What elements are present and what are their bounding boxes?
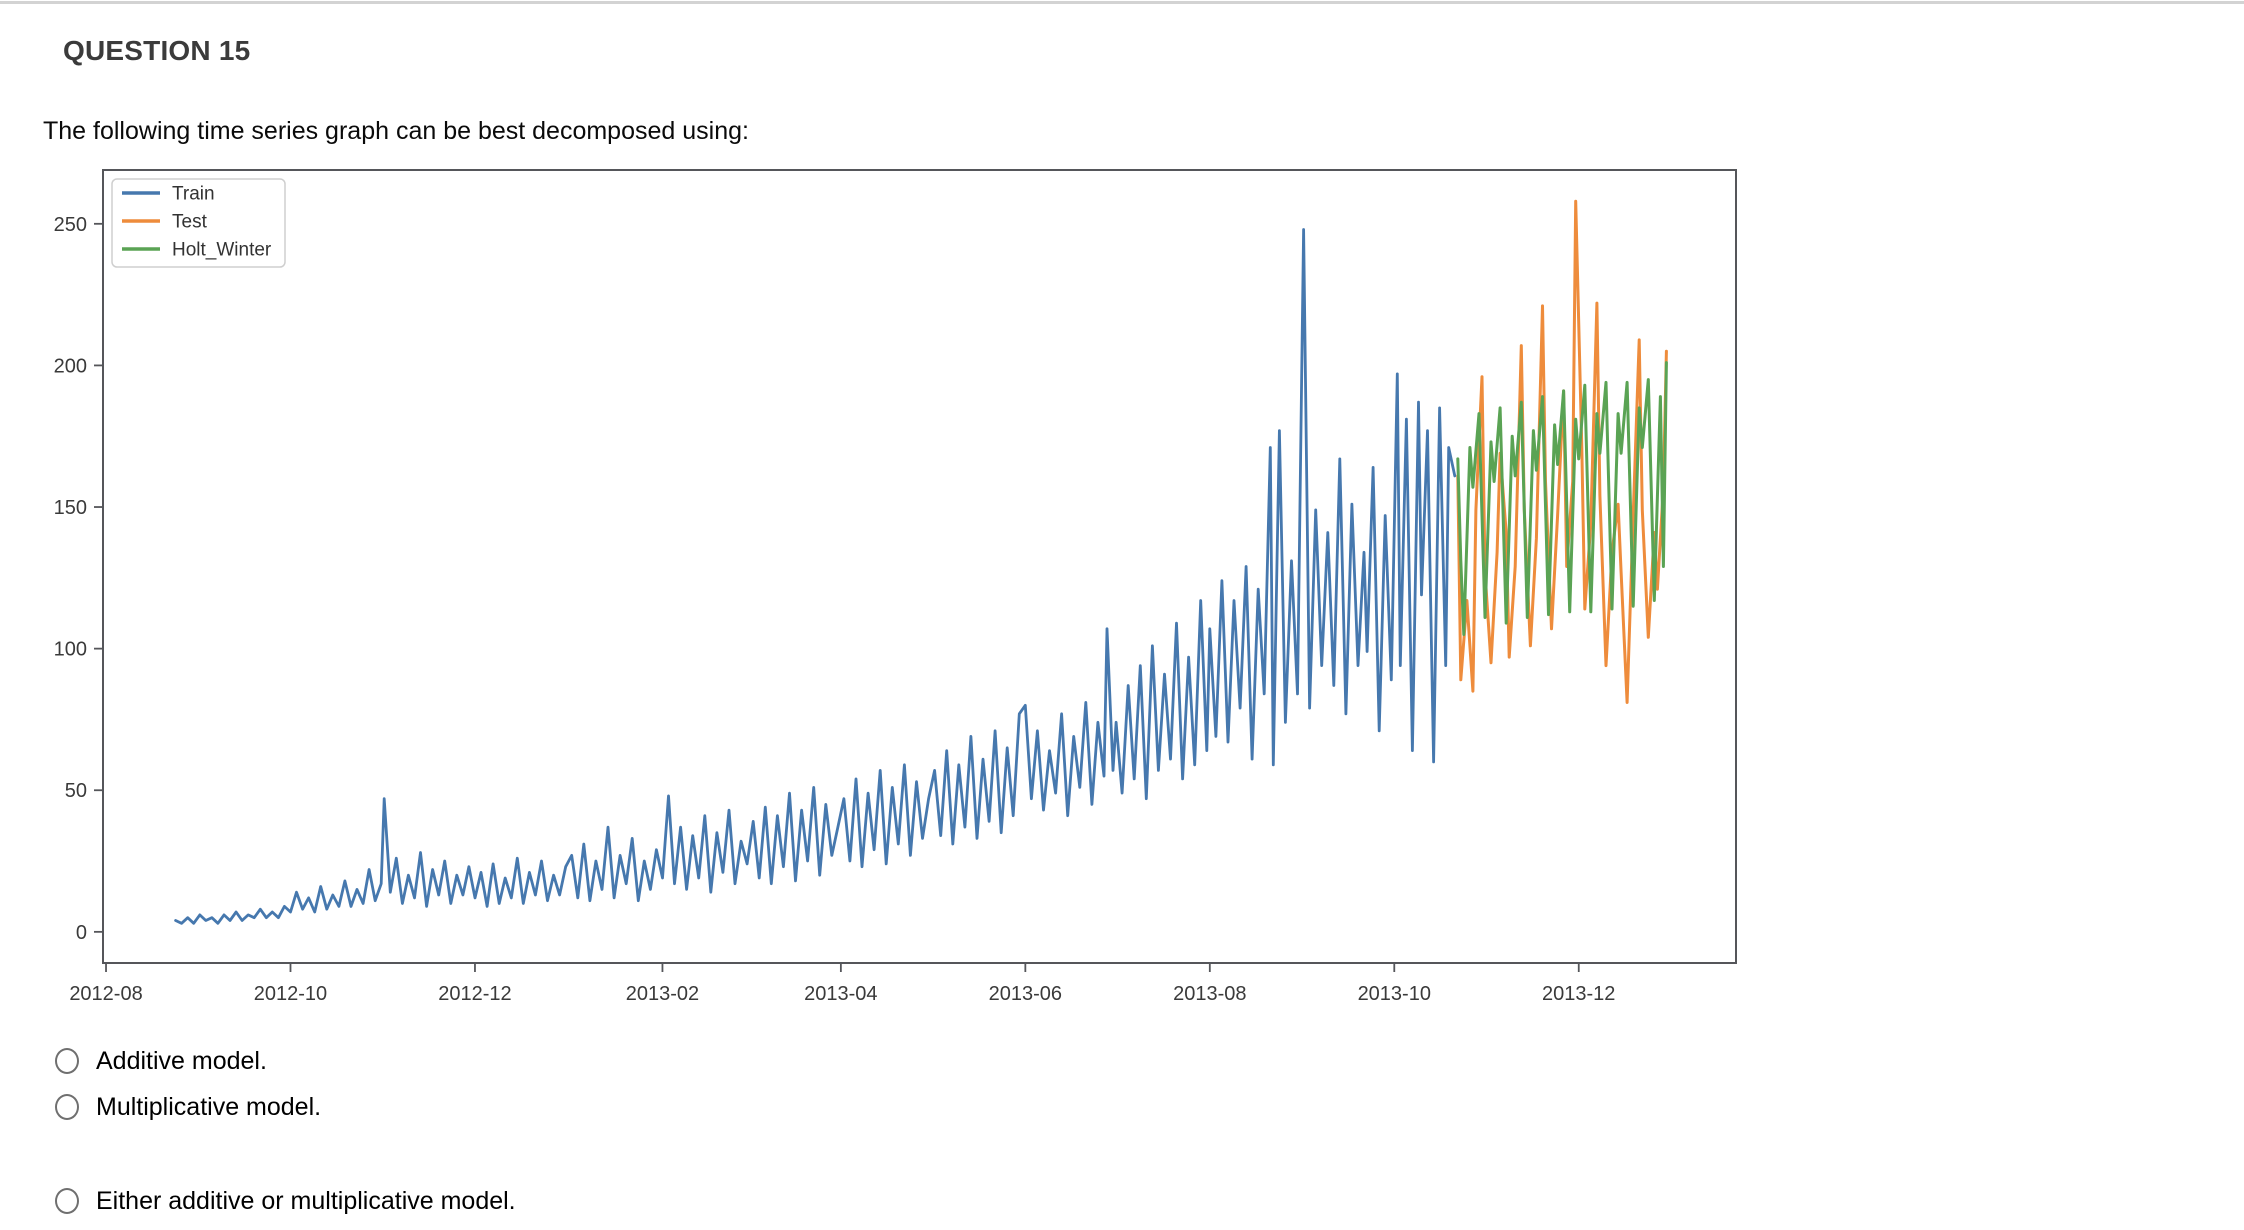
option-label: Either additive or multiplicative model. xyxy=(96,1187,516,1215)
y-tick-label: 250 xyxy=(54,214,87,236)
x-tick-label: 2012-10 xyxy=(254,983,327,1005)
series-train xyxy=(174,228,1457,925)
series-holt_winter xyxy=(1456,361,1668,636)
question-title: QUESTION 15 xyxy=(63,34,251,66)
page-top-divider xyxy=(0,1,2244,4)
radio-button[interactable] xyxy=(55,1094,79,1120)
answer-option-additive[interactable]: Additive model. xyxy=(55,1046,267,1076)
legend-label: Test xyxy=(172,212,208,233)
time-series-chart: 0 50 100 150 200 250 2012-08 2012-10 2012-12 2013… xyxy=(0,120,1810,1020)
x-tick-label: 2013-12 xyxy=(1542,983,1615,1005)
y-tick-label: 150 xyxy=(54,497,87,519)
plot-border xyxy=(102,169,1737,964)
x-axis: 2012-08 2012-10 2012-12 2013-02 2013-04 2013-… xyxy=(69,963,1615,1005)
radio-button[interactable] xyxy=(55,1188,79,1214)
y-tick-label: 50 xyxy=(65,780,87,802)
x-tick-label: 2013-04 xyxy=(804,983,877,1005)
x-tick-label: 2013-02 xyxy=(626,983,699,1005)
legend-box xyxy=(111,178,286,268)
y-tick-label: 0 xyxy=(76,922,87,944)
legend-label: Train xyxy=(172,184,215,205)
y-axis: 0 50 100 150 200 250 xyxy=(54,214,103,944)
option-label: Multiplicative model. xyxy=(96,1093,322,1121)
time-series-figure: 0 50 100 150 200 250 2012-08 2012-10 2012-12 2013… xyxy=(54,169,1737,1005)
y-tick-label: 100 xyxy=(54,639,87,661)
legend-label: Holt_Winter xyxy=(172,240,272,261)
y-tick-label: 200 xyxy=(54,355,87,377)
x-tick-label: 2013-08 xyxy=(1173,983,1246,1005)
answer-option-multiplicative[interactable]: Multiplicative model. xyxy=(55,1092,321,1122)
question-prompt: The following time series graph can be b… xyxy=(43,117,749,145)
x-tick-label: 2012-12 xyxy=(438,983,511,1005)
x-tick-label: 2013-06 xyxy=(989,983,1062,1005)
x-tick-label: 2012-08 xyxy=(69,983,142,1005)
answer-option-either[interactable]: Either additive or multiplicative model. xyxy=(55,1186,516,1216)
option-label: Additive model. xyxy=(96,1047,267,1075)
legend: Train Test Holt_Winter xyxy=(111,178,286,268)
x-tick-label: 2013-10 xyxy=(1358,983,1431,1005)
radio-button[interactable] xyxy=(55,1048,79,1074)
